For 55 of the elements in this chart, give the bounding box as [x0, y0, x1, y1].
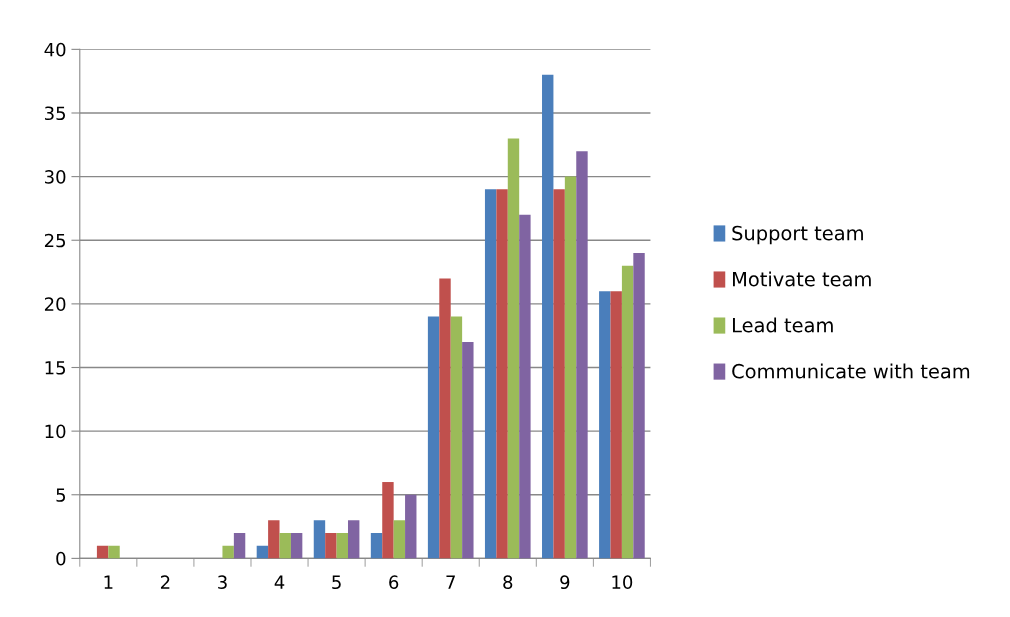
bar [313, 520, 326, 559]
bar [599, 291, 611, 559]
bar [462, 342, 474, 559]
x-tick-label: 1 [104, 575, 113, 589]
bar [542, 74, 554, 559]
x-tick-label: 10 [612, 575, 633, 590]
legend-label: Lead team [733, 317, 833, 333]
y-tick-label: 5 [56, 488, 66, 502]
bar [564, 176, 577, 559]
y-tick-label: 15 [45, 361, 66, 375]
bar [256, 545, 269, 559]
x-tick-label: 7 [446, 575, 455, 589]
x-tick-label: 2 [160, 575, 170, 589]
bar [233, 532, 246, 559]
bar [427, 316, 440, 559]
bar [290, 532, 303, 559]
bar [382, 482, 394, 559]
x-tick-label: 6 [389, 575, 399, 590]
y-tick-label: 25 [44, 233, 66, 248]
x-tick-label: 9 [560, 575, 570, 590]
bar [96, 545, 109, 559]
legend-label: Support team [732, 225, 863, 245]
bar [519, 214, 531, 559]
bar [621, 265, 634, 559]
bar [576, 151, 588, 559]
bar [325, 532, 337, 559]
bar [507, 138, 520, 559]
y-tick-label: 35 [45, 106, 66, 121]
bar [108, 545, 120, 559]
bar [393, 520, 406, 559]
bar [439, 278, 451, 559]
x-tick-label: 5 [332, 575, 341, 590]
bar [610, 291, 622, 559]
y-tick-label: 40 [44, 42, 66, 57]
y-tick-label: 20 [44, 297, 66, 311]
bar [222, 545, 234, 559]
bar [450, 316, 463, 559]
bar [633, 252, 645, 559]
bar [496, 189, 508, 559]
bar [484, 189, 497, 559]
y-tick-label: 0 [56, 551, 66, 566]
bar [348, 520, 360, 559]
bar [370, 532, 383, 559]
legend-label: Motivate team [733, 271, 871, 287]
bar [553, 189, 565, 559]
bar [405, 494, 417, 559]
bar [268, 520, 280, 559]
y-tick-label: 30 [45, 170, 66, 184]
x-tick-label: 3 [218, 575, 227, 590]
bar [336, 532, 348, 559]
y-tick-label: 10 [45, 424, 66, 439]
bar [279, 532, 291, 559]
x-tick-label: 4 [274, 575, 285, 589]
legend-label: Communicate with team [732, 363, 970, 379]
x-tick-label: 8 [503, 575, 513, 590]
